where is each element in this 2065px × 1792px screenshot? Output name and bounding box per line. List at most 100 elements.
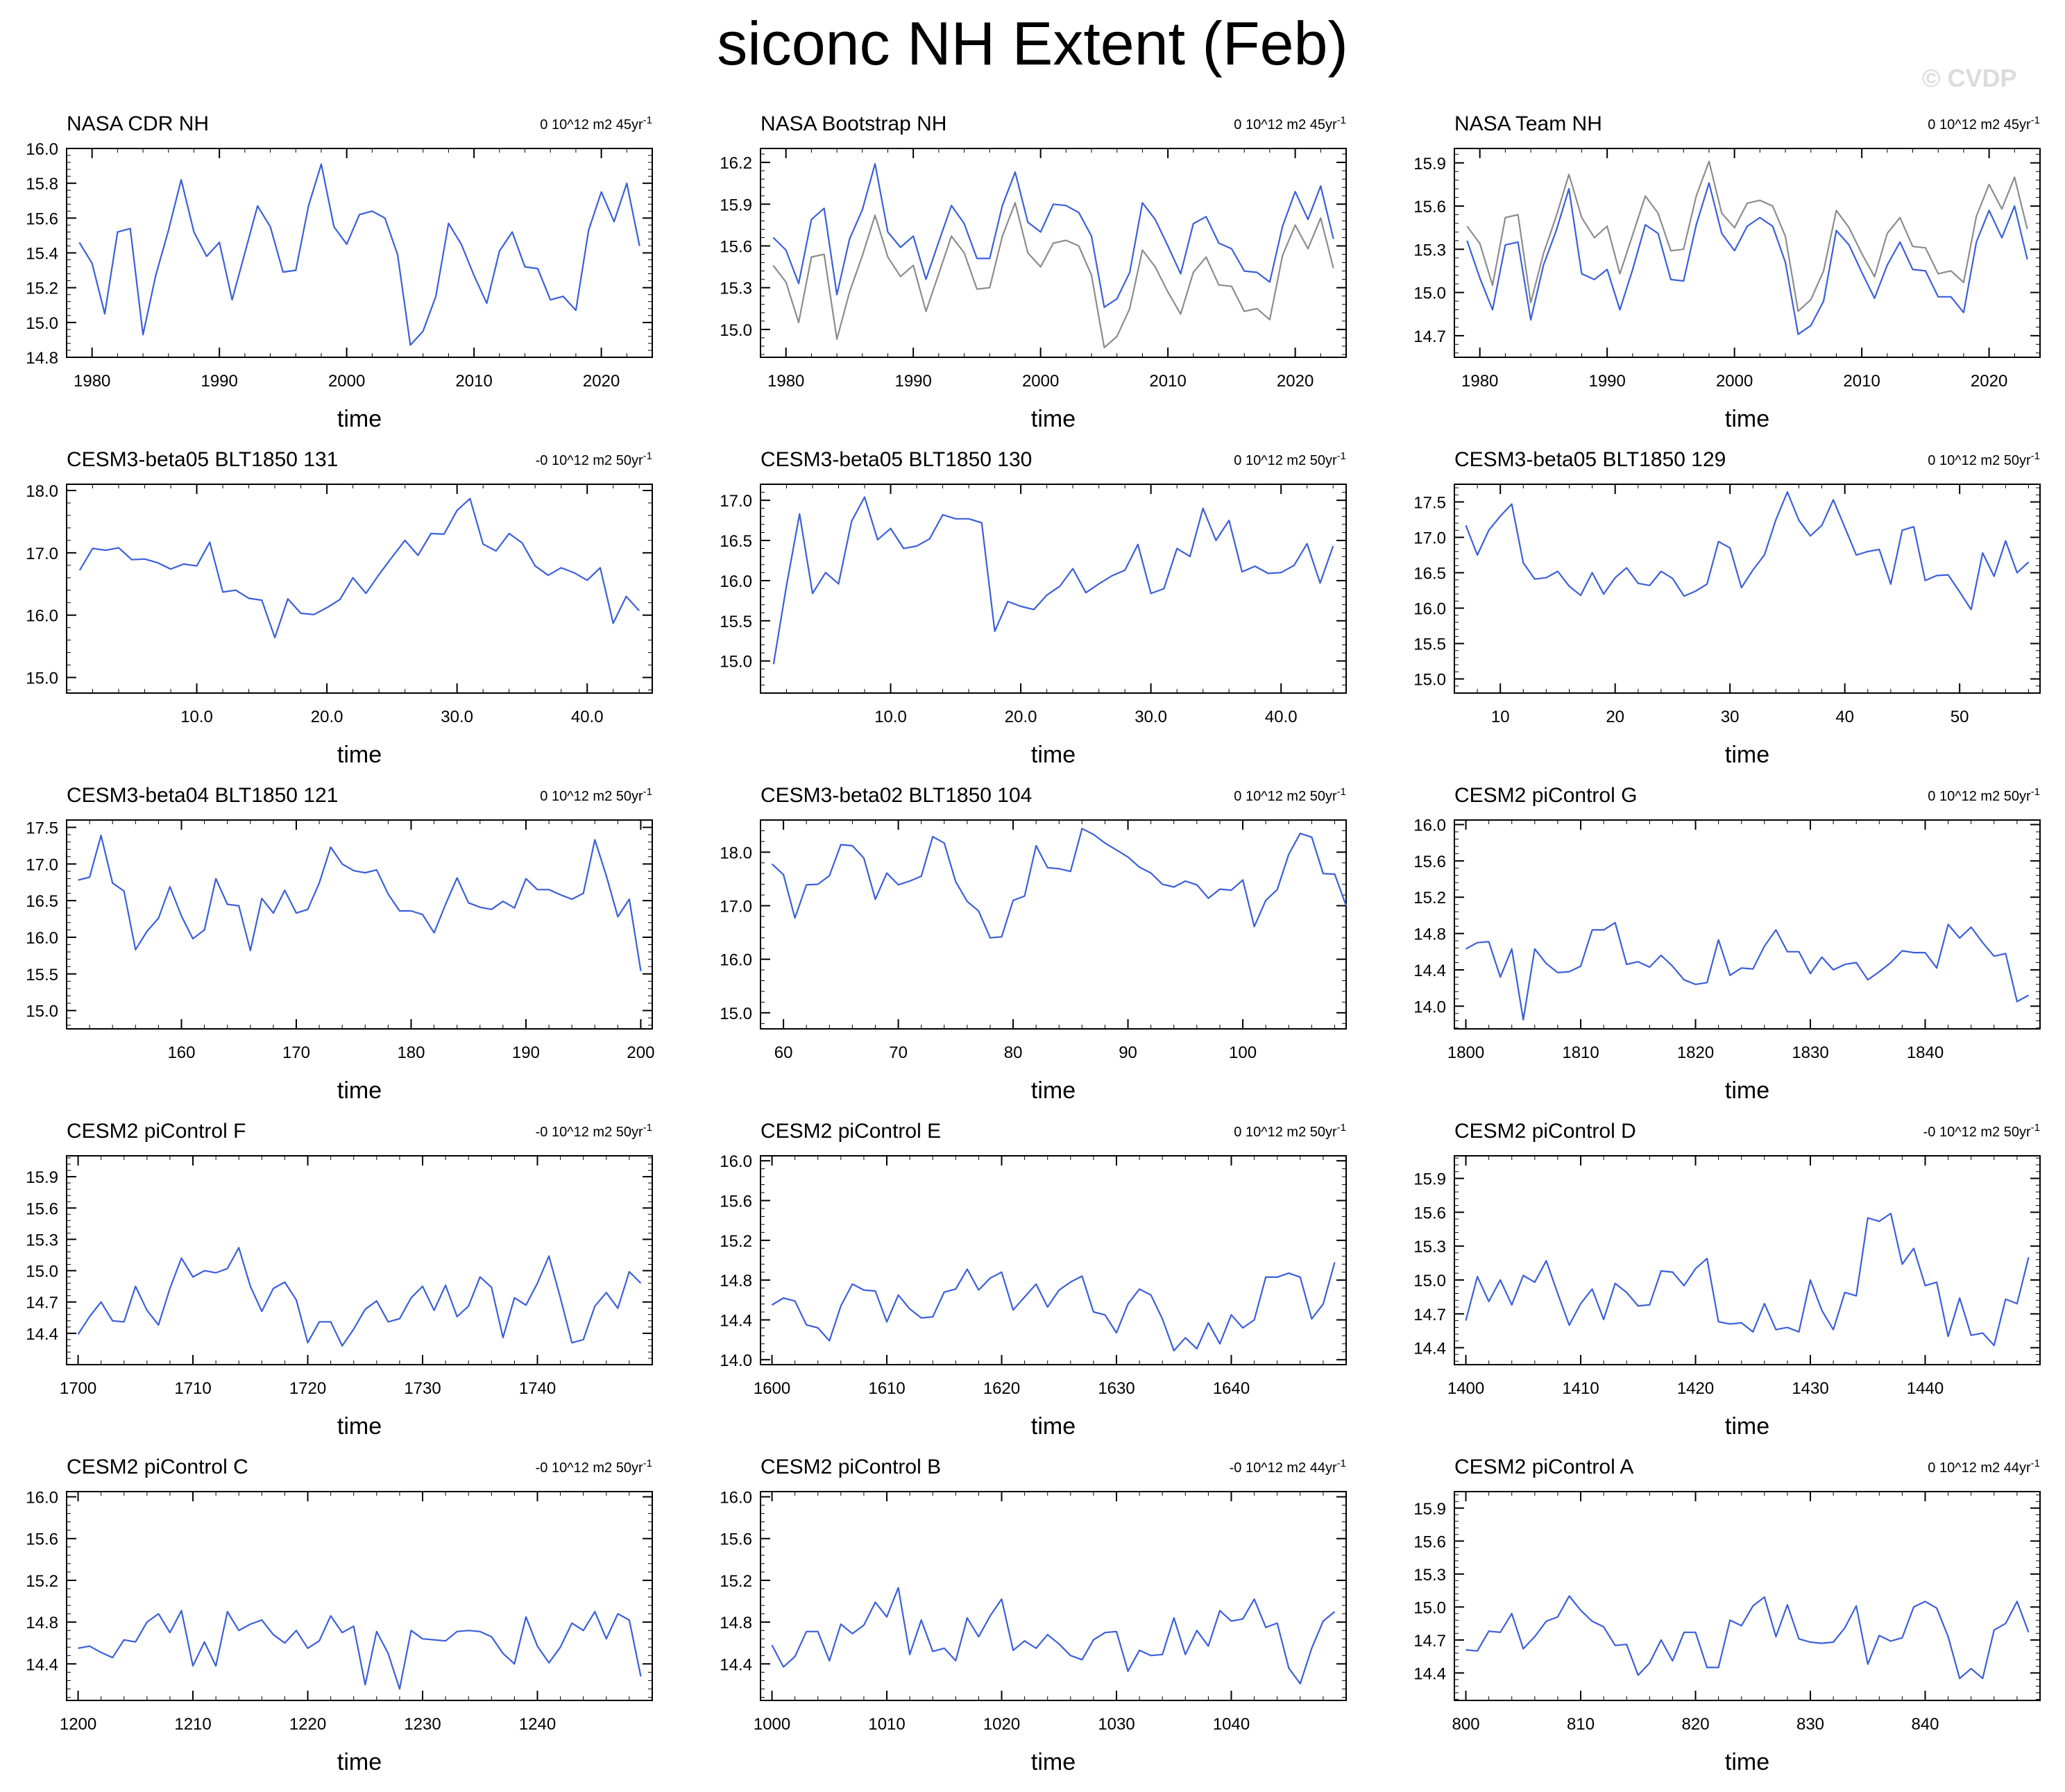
x-tick-label: 40.0	[571, 708, 604, 726]
x-tick-label: 170	[282, 1043, 310, 1062]
series-line-1	[78, 835, 642, 971]
y-tick-label: 16.0	[720, 951, 752, 970]
y-tick-label: 15.6	[26, 1530, 58, 1549]
x-tick-label: 1800	[1447, 1043, 1484, 1062]
y-tick-label: 15.2	[720, 1572, 752, 1591]
y-tick-label: 16.5	[1413, 565, 1446, 583]
y-tick-label: 16.0	[720, 1152, 752, 1171]
panel-title: CESM2 piControl D	[1454, 1120, 1636, 1143]
trend-label: 0 10^12 m2 50yr-1	[1234, 786, 1346, 804]
panel-1: NASA CDR NH 0 10^12 m2 45yr-1 14.8 15.0 15.2…	[26, 112, 653, 432]
series-line-1	[1465, 491, 2030, 611]
x-tick-label: 810	[1567, 1715, 1595, 1734]
trend-label: -0 10^12 m2 44yr-1	[1230, 1458, 1346, 1476]
trend-exponent: -1	[1337, 450, 1346, 462]
y-tick-label: 14.4	[1413, 962, 1446, 980]
trend-label: -0 10^12 m2 50yr-1	[1923, 1122, 2040, 1140]
x-tick-label: 820	[1682, 1715, 1710, 1734]
plot-frame	[1454, 1155, 2041, 1365]
y-tick-label: 15.4	[26, 245, 58, 264]
x-axis-label: time	[337, 1749, 382, 1775]
y-tick-label: 18.0	[720, 844, 752, 862]
y-tick-label: 15.0	[26, 314, 58, 333]
trend-exponent: -1	[643, 1122, 652, 1134]
x-tick-label: 50	[1951, 708, 1969, 726]
trend-exponent: -1	[1337, 114, 1346, 126]
y-tick-label: 16.5	[720, 532, 752, 551]
series-line-1	[1465, 921, 2030, 1021]
trend-exponent: -1	[2031, 786, 2040, 798]
series-line-1	[78, 497, 640, 639]
panel-5: CESM3-beta05 BLT1850 130 0 10^12 m2 50yr-…	[720, 448, 1347, 768]
trend-label: 0 10^12 m2 50yr-1	[1234, 450, 1346, 468]
x-tick-label: 30.0	[441, 708, 473, 726]
panel-title: NASA Team NH	[1454, 112, 1602, 135]
trend-text: -0 10^12 m2 44yr	[1230, 1460, 1337, 1476]
y-tick-label: 15.6	[1413, 1533, 1446, 1551]
y-tick-label: 15.9	[1413, 155, 1446, 173]
trend-text: 0 10^12 m2 50yr	[1928, 453, 2031, 468]
trend-label: -0 10^12 m2 50yr-1	[536, 1122, 652, 1140]
y-tick-label: 15.3	[26, 1231, 58, 1249]
x-axis-label: time	[1725, 1749, 1769, 1775]
x-tick-label: 1980	[1461, 372, 1498, 391]
panel-title: CESM2 piControl G	[1454, 784, 1637, 807]
panel-title: CESM2 piControl C	[67, 1456, 248, 1478]
plot-frame	[66, 819, 653, 1030]
x-tick-label: 1610	[868, 1379, 905, 1398]
x-tick-label: 180	[397, 1043, 425, 1062]
y-tick-label: 14.4	[720, 1655, 752, 1674]
x-tick-label: 160	[167, 1043, 195, 1062]
panel-8: CESM3-beta02 BLT1850 104 0 10^12 m2 50yr-…	[720, 784, 1348, 1104]
plot-frame	[66, 1155, 653, 1365]
y-tick-label: 17.0	[26, 545, 58, 563]
y-tick-label: 14.7	[26, 1294, 58, 1313]
y-tick-label: 16.0	[26, 929, 58, 948]
trend-exponent: -1	[2031, 1122, 2040, 1134]
x-tick-label: 1630	[1098, 1379, 1135, 1398]
trend-text: 0 10^12 m2 50yr	[1234, 453, 1337, 468]
panel-title: CESM3-beta02 BLT1850 104	[760, 784, 1032, 807]
x-axis-label: time	[1031, 1749, 1076, 1775]
x-tick-label: 90	[1119, 1043, 1137, 1062]
trend-label: -0 10^12 m2 50yr-1	[536, 1458, 652, 1476]
series-line-1	[772, 202, 1334, 349]
plot-frame	[1454, 1491, 2041, 1701]
y-tick-label: 14.0	[720, 1351, 752, 1370]
x-tick-label: 20	[1606, 708, 1624, 726]
y-tick-label: 15.9	[1413, 1170, 1446, 1189]
y-tick-label: 14.4	[1413, 1340, 1446, 1358]
x-tick-label: 1840	[1907, 1043, 1944, 1062]
plot-frame	[66, 148, 653, 358]
x-tick-label: 40.0	[1265, 708, 1298, 726]
x-tick-label: 80	[1004, 1043, 1023, 1062]
trend-label: 0 10^12 m2 50yr-1	[1234, 1122, 1346, 1140]
x-tick-label: 20.0	[311, 708, 343, 726]
x-tick-label: 1220	[289, 1715, 326, 1734]
x-axis-label: time	[1031, 406, 1076, 432]
series-line-2	[772, 163, 1334, 308]
y-tick-label: 17.0	[26, 855, 58, 874]
y-tick-label: 15.0	[1413, 1598, 1446, 1617]
y-tick-label: 17.0	[720, 492, 752, 511]
x-axis-label: time	[1725, 406, 1769, 432]
plot-frame	[760, 1155, 1347, 1365]
y-tick-label: 15.6	[1413, 198, 1446, 216]
x-tick-label: 1990	[201, 372, 237, 391]
trend-label: -0 10^12 m2 50yr-1	[536, 450, 652, 468]
x-tick-label: 2000	[328, 372, 365, 391]
plot-frame	[760, 819, 1347, 1030]
trend-text: 0 10^12 m2 50yr	[1234, 789, 1337, 804]
trend-label: 0 10^12 m2 50yr-1	[1928, 450, 2040, 468]
x-tick-label: 1240	[519, 1715, 556, 1734]
y-tick-label: 14.8	[1413, 925, 1446, 944]
trend-text: -0 10^12 m2 50yr	[536, 1125, 643, 1140]
plot-frame	[66, 484, 653, 694]
plot-frame	[1454, 819, 2041, 1030]
series-line-1	[78, 163, 640, 346]
y-tick-label: 14.8	[26, 349, 58, 368]
trend-exponent: -1	[2031, 1458, 2040, 1469]
panel-14: CESM2 piControl B -0 10^12 m2 44yr-1 14.4 1…	[720, 1456, 1347, 1775]
x-tick-label: 2000	[1022, 372, 1059, 391]
panel-title: NASA CDR NH	[67, 112, 209, 135]
